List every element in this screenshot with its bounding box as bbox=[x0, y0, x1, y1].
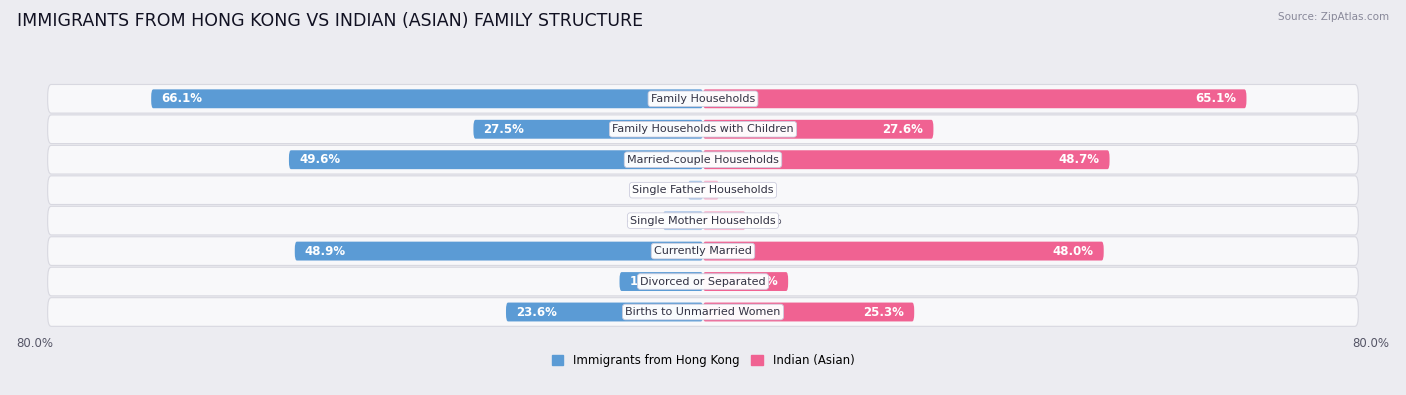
Text: 1.8%: 1.8% bbox=[651, 184, 682, 197]
FancyBboxPatch shape bbox=[703, 211, 745, 230]
FancyBboxPatch shape bbox=[688, 181, 703, 199]
Text: Single Mother Households: Single Mother Households bbox=[630, 216, 776, 226]
FancyBboxPatch shape bbox=[48, 115, 1358, 143]
Text: 5.1%: 5.1% bbox=[752, 214, 782, 227]
FancyBboxPatch shape bbox=[703, 89, 1247, 108]
FancyBboxPatch shape bbox=[474, 120, 703, 139]
Text: 48.9%: 48.9% bbox=[305, 245, 346, 258]
FancyBboxPatch shape bbox=[152, 89, 703, 108]
Text: Single Father Households: Single Father Households bbox=[633, 185, 773, 195]
Text: Family Households with Children: Family Households with Children bbox=[612, 124, 794, 134]
FancyBboxPatch shape bbox=[48, 176, 1358, 205]
FancyBboxPatch shape bbox=[48, 145, 1358, 174]
Text: Births to Unmarried Women: Births to Unmarried Women bbox=[626, 307, 780, 317]
FancyBboxPatch shape bbox=[48, 206, 1358, 235]
Text: 48.7%: 48.7% bbox=[1059, 153, 1099, 166]
FancyBboxPatch shape bbox=[48, 298, 1358, 326]
Text: Divorced or Separated: Divorced or Separated bbox=[640, 276, 766, 286]
Text: 27.6%: 27.6% bbox=[883, 123, 924, 136]
FancyBboxPatch shape bbox=[703, 242, 1104, 261]
FancyBboxPatch shape bbox=[48, 267, 1358, 296]
Text: 10.0%: 10.0% bbox=[630, 275, 671, 288]
FancyBboxPatch shape bbox=[620, 272, 703, 291]
Text: Source: ZipAtlas.com: Source: ZipAtlas.com bbox=[1278, 12, 1389, 22]
FancyBboxPatch shape bbox=[295, 242, 703, 261]
Text: 48.0%: 48.0% bbox=[1053, 245, 1094, 258]
Text: 1.9%: 1.9% bbox=[725, 184, 755, 197]
Legend: Immigrants from Hong Kong, Indian (Asian): Immigrants from Hong Kong, Indian (Asian… bbox=[547, 349, 859, 371]
Text: 49.6%: 49.6% bbox=[299, 153, 340, 166]
Text: IMMIGRANTS FROM HONG KONG VS INDIAN (ASIAN) FAMILY STRUCTURE: IMMIGRANTS FROM HONG KONG VS INDIAN (ASI… bbox=[17, 12, 643, 30]
FancyBboxPatch shape bbox=[703, 181, 718, 199]
Text: 65.1%: 65.1% bbox=[1195, 92, 1236, 105]
FancyBboxPatch shape bbox=[288, 150, 703, 169]
FancyBboxPatch shape bbox=[48, 237, 1358, 265]
Text: Currently Married: Currently Married bbox=[654, 246, 752, 256]
Text: 66.1%: 66.1% bbox=[162, 92, 202, 105]
FancyBboxPatch shape bbox=[703, 272, 789, 291]
FancyBboxPatch shape bbox=[662, 211, 703, 230]
FancyBboxPatch shape bbox=[506, 303, 703, 322]
Text: 25.3%: 25.3% bbox=[863, 305, 904, 318]
FancyBboxPatch shape bbox=[703, 120, 934, 139]
Text: Family Households: Family Households bbox=[651, 94, 755, 104]
Text: 4.8%: 4.8% bbox=[627, 214, 657, 227]
FancyBboxPatch shape bbox=[703, 150, 1109, 169]
FancyBboxPatch shape bbox=[703, 303, 914, 322]
Text: 10.2%: 10.2% bbox=[737, 275, 778, 288]
Text: 23.6%: 23.6% bbox=[516, 305, 557, 318]
Text: Married-couple Households: Married-couple Households bbox=[627, 155, 779, 165]
Text: 27.5%: 27.5% bbox=[484, 123, 524, 136]
FancyBboxPatch shape bbox=[48, 85, 1358, 113]
